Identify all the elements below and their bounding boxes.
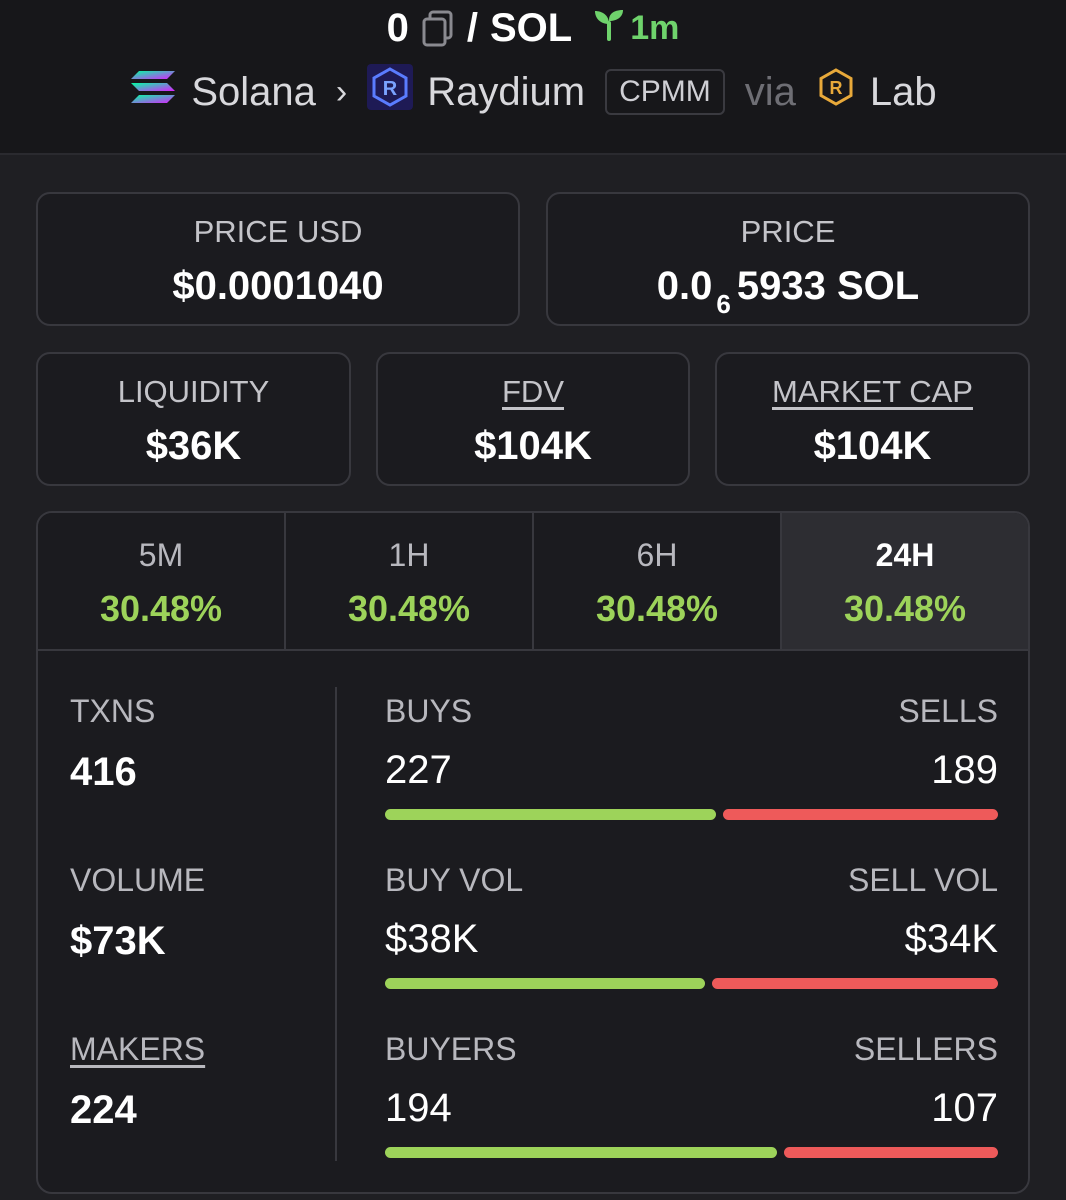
buyers-label: BUYERS <box>385 1031 517 1067</box>
sellers-value: 107 <box>931 1086 998 1130</box>
timeframe-tabs: 5M 30.48% 1H 30.48% 6H 30.48% 24H 30.48% <box>38 513 1028 651</box>
market-cap-label[interactable]: MARKET CAP <box>772 374 973 409</box>
tab-5m[interactable]: 5M 30.48% <box>38 513 286 649</box>
fdv-card: FDV $104K <box>376 352 690 486</box>
chevron-right-icon: › <box>335 72 348 111</box>
price-native-card: PRICE 0.0 6 5933 SOL <box>546 192 1030 326</box>
price-native-label: PRICE <box>740 214 836 249</box>
tab-label: 6H <box>636 537 678 573</box>
fdv-label[interactable]: FDV <box>502 374 564 409</box>
makers-value: 224 <box>70 1088 137 1132</box>
via-label: via <box>744 69 796 114</box>
chain-link[interactable]: Solana <box>191 69 316 114</box>
makers-ratio: BUYERS 194 SELLERS 107 <box>385 1031 998 1158</box>
volume-value: $73K <box>70 919 166 963</box>
stats-body: TXNS 416 VOLUME $73K MAKERS 224 BUYS 227… <box>38 651 1028 1192</box>
svg-text:R: R <box>829 78 842 98</box>
market-cap-value: $104K <box>813 424 932 468</box>
price-usd-card: PRICE USD $0.0001040 <box>36 192 520 326</box>
txns-value: 416 <box>70 750 137 794</box>
makers-label[interactable]: MAKERS <box>70 1031 206 1067</box>
token-symbol: 0 <box>386 6 409 50</box>
dex-link[interactable]: Raydium <box>427 69 586 114</box>
sellers-bar <box>784 1147 998 1158</box>
buys-sells-bar <box>385 809 998 820</box>
price-native-digits: 5933 SOL <box>736 264 920 308</box>
svg-text:R: R <box>383 78 398 100</box>
buy-vol-bar <box>385 978 705 989</box>
tab-1h[interactable]: 1H 30.48% <box>286 513 534 649</box>
raydium-icon: R <box>367 64 414 120</box>
price-usd-label: PRICE USD <box>193 214 363 249</box>
volume-bar <box>385 978 998 989</box>
launchpad-icon: R <box>816 67 856 117</box>
market-cap-card: MARKET CAP $104K <box>715 352 1030 486</box>
price-native-zero-count: 6 <box>716 289 731 319</box>
tab-change: 30.48% <box>843 588 967 629</box>
launchpad-link[interactable]: Lab <box>869 69 937 114</box>
pair-age: 1m <box>592 7 679 50</box>
pair-header: 0 / SOL 1m <box>0 0 1066 155</box>
liquidity-card: LIQUIDITY $36K <box>36 352 351 486</box>
pair-separator: / <box>466 6 478 50</box>
liquidity-label: LIQUIDITY <box>117 374 270 409</box>
txns-label: TXNS <box>70 693 156 729</box>
pair-title-row: 0 / SOL 1m <box>0 6 1066 51</box>
volume-label: VOLUME <box>70 862 206 898</box>
buyers-bar <box>385 1147 777 1158</box>
pair-age-value: 1m <box>630 9 680 47</box>
sells-value: 189 <box>931 748 998 792</box>
buyers-value: 194 <box>385 1086 452 1130</box>
tab-change: 30.48% <box>595 588 719 629</box>
price-native-prefix: 0.0 <box>656 264 713 308</box>
tab-change: 30.48% <box>347 588 471 629</box>
price-native-value: 0.0 6 5933 SOL <box>548 264 1028 320</box>
sell-vol-bar <box>712 978 998 989</box>
buys-bar <box>385 809 716 820</box>
tab-24h[interactable]: 24H 30.48% <box>782 513 1028 649</box>
buys-sells-ratio: BUYS 227 SELLS 189 <box>385 693 998 820</box>
solana-icon <box>129 67 177 117</box>
makers-bar <box>385 1147 998 1158</box>
sells-bar <box>723 809 998 820</box>
sell-vol-value: $34K <box>904 917 998 961</box>
fdv-value: $104K <box>474 424 592 468</box>
makers-stat: MAKERS 224 <box>70 1031 205 1133</box>
volume-ratio: BUY VOL $38K SELL VOL $34K <box>385 862 998 989</box>
txns-stat: TXNS 416 <box>70 693 155 795</box>
tab-label: 1H <box>388 537 430 573</box>
quote-symbol: SOL <box>490 6 573 50</box>
price-usd-value: $0.0001040 <box>172 264 384 308</box>
sellers-label: SELLERS <box>853 1031 998 1067</box>
buys-label: BUYS <box>385 693 473 729</box>
copy-icon[interactable] <box>421 10 455 48</box>
stats-divider <box>335 687 337 1161</box>
tab-label: 24H <box>875 537 935 573</box>
stats-panel: 5M 30.48% 1H 30.48% 6H 30.48% 24H 30.48%… <box>36 511 1030 1194</box>
buy-vol-label: BUY VOL <box>385 862 524 898</box>
breadcrumb: Solana › R Raydium CPMM via R Lab <box>0 64 1066 120</box>
volume-stat: VOLUME $73K <box>70 862 205 964</box>
liquidity-value: $36K <box>145 424 242 468</box>
tab-6h[interactable]: 6H 30.48% <box>534 513 782 649</box>
tab-change: 30.48% <box>99 588 223 629</box>
pool-type-badge: CPMM <box>605 69 725 115</box>
sell-vol-label: SELL VOL <box>847 862 998 898</box>
sells-label: SELLS <box>898 693 998 729</box>
buy-vol-value: $38K <box>385 917 479 961</box>
buys-value: 227 <box>385 748 452 792</box>
tab-label: 5M <box>138 537 184 573</box>
seedling-icon <box>592 7 626 50</box>
